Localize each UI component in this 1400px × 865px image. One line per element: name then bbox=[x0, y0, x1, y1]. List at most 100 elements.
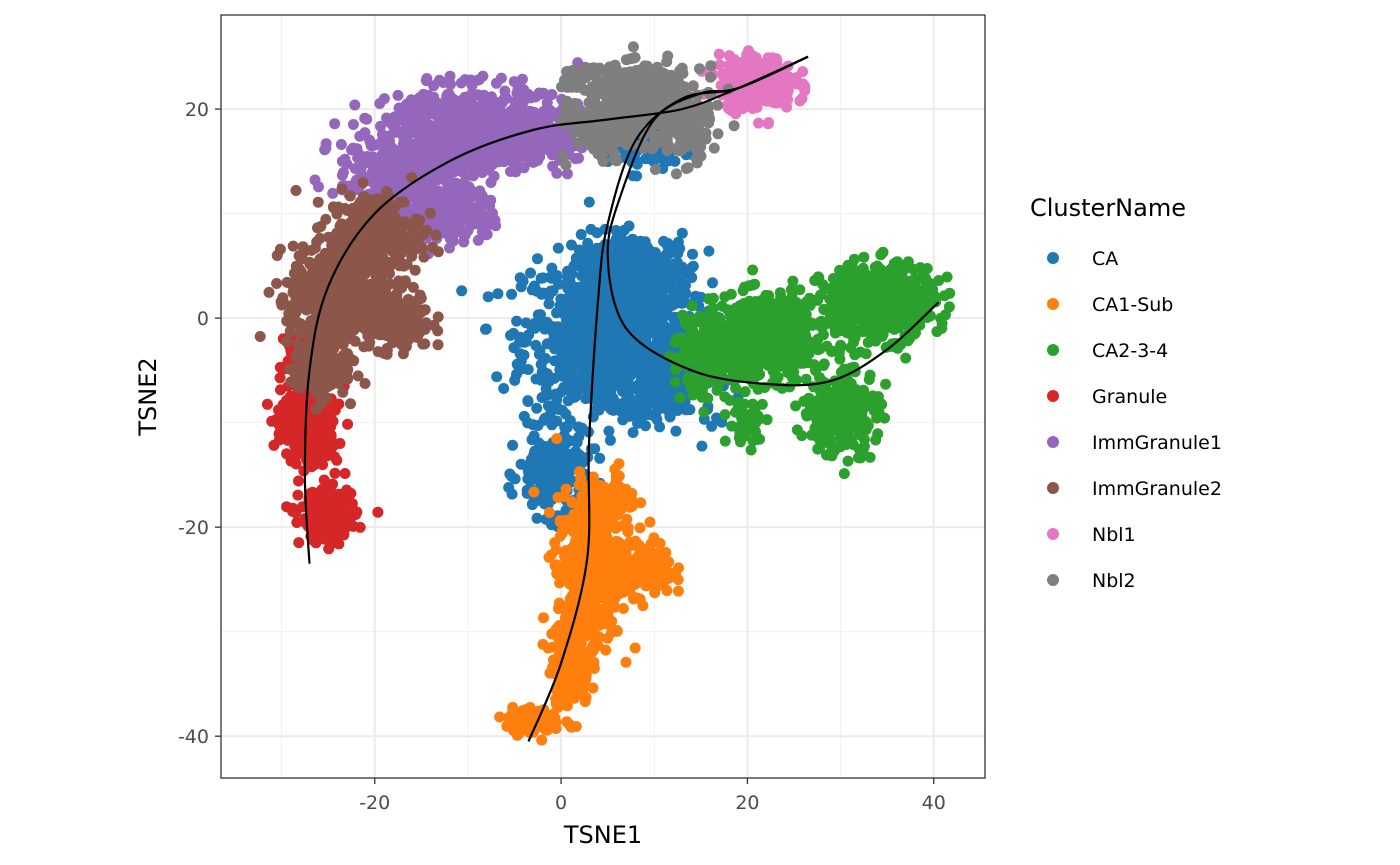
data-point bbox=[520, 317, 532, 329]
data-point bbox=[597, 355, 608, 367]
series-ca bbox=[456, 123, 746, 533]
data-point bbox=[687, 248, 698, 260]
data-point bbox=[528, 486, 540, 498]
data-point bbox=[293, 475, 304, 487]
data-point bbox=[613, 231, 625, 243]
data-point bbox=[752, 433, 764, 445]
data-point bbox=[522, 364, 534, 375]
data-point bbox=[506, 288, 518, 300]
data-point bbox=[886, 263, 897, 275]
data-point bbox=[872, 428, 884, 440]
data-point bbox=[543, 290, 555, 302]
data-point bbox=[931, 326, 943, 338]
data-point bbox=[597, 331, 609, 343]
data-point bbox=[644, 277, 656, 289]
data-point bbox=[740, 419, 752, 431]
data-point bbox=[716, 343, 728, 355]
data-point bbox=[560, 438, 571, 450]
plot-panel bbox=[220, 14, 986, 779]
data-point bbox=[812, 294, 824, 306]
data-point bbox=[629, 345, 641, 357]
data-point bbox=[787, 275, 799, 287]
data-point bbox=[620, 548, 632, 560]
data-point bbox=[575, 637, 587, 649]
data-point bbox=[835, 339, 847, 351]
data-point bbox=[558, 491, 570, 502]
data-point bbox=[610, 351, 622, 363]
data-point bbox=[672, 585, 684, 597]
data-point bbox=[818, 358, 830, 370]
data-point bbox=[686, 300, 698, 312]
data-point bbox=[544, 507, 555, 518]
data-point bbox=[577, 495, 589, 507]
data-point bbox=[529, 471, 541, 483]
data-point bbox=[719, 435, 731, 447]
data-point bbox=[623, 220, 635, 232]
data-point bbox=[620, 656, 632, 668]
data-point bbox=[561, 716, 573, 728]
data-point bbox=[730, 302, 742, 314]
data-point bbox=[532, 445, 544, 457]
data-point bbox=[734, 355, 746, 367]
data-point bbox=[635, 497, 647, 509]
data-point bbox=[649, 587, 661, 599]
data-point bbox=[566, 351, 577, 363]
data-point bbox=[676, 227, 688, 239]
data-point bbox=[866, 291, 878, 303]
data-point bbox=[834, 406, 846, 418]
data-point bbox=[617, 336, 629, 348]
data-point bbox=[650, 250, 662, 262]
data-point bbox=[669, 376, 681, 388]
data-point bbox=[507, 439, 519, 451]
data-point bbox=[875, 310, 887, 322]
data-point bbox=[826, 443, 838, 455]
data-point bbox=[325, 405, 337, 416]
data-point bbox=[580, 325, 592, 337]
data-point bbox=[480, 323, 491, 335]
data-point bbox=[573, 479, 585, 491]
data-point bbox=[738, 344, 750, 356]
data-point bbox=[588, 612, 600, 624]
data-point bbox=[730, 382, 742, 394]
data-point bbox=[900, 352, 912, 364]
data-point bbox=[611, 265, 623, 277]
data-point bbox=[728, 335, 740, 347]
data-point bbox=[559, 551, 571, 563]
data-point bbox=[895, 305, 907, 317]
data-point bbox=[560, 606, 572, 617]
data-point bbox=[941, 271, 953, 283]
data-point bbox=[522, 395, 534, 407]
data-point bbox=[732, 401, 744, 413]
data-point bbox=[317, 459, 329, 471]
data-point bbox=[630, 318, 642, 330]
data-point bbox=[342, 418, 354, 430]
data-point bbox=[572, 421, 584, 433]
data-point bbox=[552, 355, 564, 367]
data-point bbox=[646, 309, 658, 321]
data-point bbox=[772, 371, 784, 383]
data-point bbox=[921, 263, 933, 274]
data-point bbox=[853, 452, 864, 464]
data-point bbox=[854, 346, 866, 358]
data-point bbox=[866, 270, 877, 282]
data-point bbox=[290, 458, 302, 470]
data-point bbox=[720, 354, 732, 366]
data-point bbox=[811, 343, 823, 355]
data-point bbox=[612, 485, 623, 497]
data-point bbox=[606, 615, 618, 627]
data-point bbox=[627, 170, 639, 182]
data-point bbox=[563, 275, 575, 287]
data-point bbox=[735, 370, 747, 382]
data-point bbox=[522, 417, 534, 429]
data-point bbox=[747, 398, 759, 410]
data-point bbox=[756, 398, 768, 410]
data-point bbox=[841, 327, 853, 339]
data-point bbox=[826, 299, 838, 311]
data-point bbox=[566, 497, 578, 508]
data-point bbox=[281, 501, 293, 513]
data-point bbox=[611, 369, 623, 381]
data-point bbox=[784, 295, 796, 307]
data-point bbox=[526, 434, 538, 446]
data-point bbox=[646, 288, 658, 300]
